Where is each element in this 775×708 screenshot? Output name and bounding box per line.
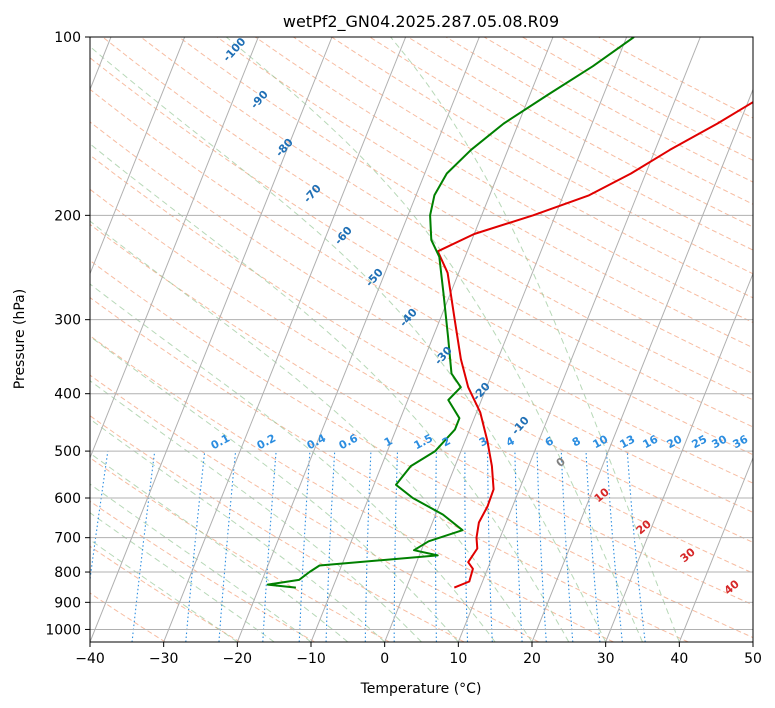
isotherm-line	[531, 88, 753, 642]
x-tick-label: 50	[744, 651, 762, 667]
mixing-ratio-label: 16	[641, 432, 661, 451]
mixing-ratio-line	[626, 451, 646, 642]
y-axis-ticks: 100 200 300 400 500 600 700 800 900 1000	[45, 30, 90, 638]
y-tick-label: 500	[54, 444, 81, 460]
mixing-ratio-line	[218, 451, 237, 642]
mixing-ratio-label: 20	[665, 432, 685, 451]
moist-adiabat-line	[90, 45, 607, 642]
isotherm-line	[384, 37, 628, 642]
mixing-ratio-line	[185, 451, 206, 642]
x-axis-title: Temperature (°C)	[360, 681, 482, 697]
isotherm-line	[163, 37, 407, 642]
x-tick-label: 0	[380, 651, 389, 667]
y-tick-label: 400	[54, 387, 81, 403]
x-tick-label: −20	[223, 651, 253, 667]
x-tick-label: −30	[149, 651, 179, 667]
isotherm-line	[310, 37, 554, 642]
profile-series	[266, 37, 753, 589]
isotherm-line	[605, 272, 753, 642]
chart-title: wetPf2_GN04.2025.287.05.08.R09	[283, 12, 559, 32]
dry-adiabat-line	[178, 37, 753, 375]
dry-adiabat-line	[90, 121, 753, 513]
x-tick-label: 40	[670, 651, 688, 667]
dry-adiabat-line	[293, 37, 753, 299]
dry-adiabat-line	[90, 259, 753, 639]
dry-adiabat-line	[90, 374, 540, 642]
dry-adiabat-line	[90, 415, 465, 642]
y-tick-label: 600	[54, 491, 81, 507]
dry-adiabat-line	[90, 223, 753, 606]
moist-adiabat-line	[90, 335, 459, 642]
moist-adiabat-line	[390, 37, 680, 642]
isotherm-line	[457, 37, 701, 642]
mixing-ratio-line	[585, 451, 601, 642]
x-tick-label: 20	[523, 651, 541, 667]
dry-adiabat-line	[90, 88, 753, 484]
x-tick-label: −10	[296, 651, 326, 667]
moist-adiabat-line	[90, 539, 238, 642]
y-axis-title: Pressure (hPa)	[12, 289, 28, 389]
mixing-ratio-label: 30	[710, 432, 730, 451]
x-axis-ticks: −40 −30 −20 −10 0 10 20 30 40 50	[75, 642, 762, 667]
dry-adiabat-line	[216, 37, 753, 349]
isotherm-line	[236, 37, 480, 642]
y-tick-label: 1000	[45, 622, 81, 638]
moist-adiabat-line	[90, 380, 422, 642]
mixing-ratio-line	[605, 451, 623, 642]
dry-adiabat-line	[90, 57, 753, 456]
isotherm-line	[678, 456, 753, 642]
background-lines	[90, 37, 753, 642]
y-tick-label: 100	[54, 30, 81, 46]
dry-adiabat-line	[90, 500, 315, 642]
isotherm-line	[90, 37, 333, 642]
dry-adiabat-line	[254, 37, 753, 324]
temperature-line	[436, 100, 753, 589]
x-tick-label: 10	[449, 651, 467, 667]
y-tick-label: 800	[54, 565, 81, 581]
dry-adiabat-line	[90, 296, 689, 642]
isotherm-line	[90, 37, 259, 460]
x-tick-label: 30	[597, 651, 615, 667]
y-tick-label: 900	[54, 595, 81, 611]
mixing-ratio-label: 25	[690, 433, 710, 452]
mixing-ratio-label: 36	[731, 432, 751, 451]
plot-background	[90, 37, 753, 642]
isotherm-line	[90, 37, 186, 276]
dry-adiabat-line	[90, 335, 614, 642]
mixing-ratio-label: 13	[618, 433, 638, 452]
y-tick-label: 200	[54, 208, 81, 224]
x-tick-label: −40	[75, 651, 105, 667]
dry-adiabat-line	[90, 545, 241, 642]
moist-adiabat-line	[225, 37, 643, 642]
grid-lines	[90, 37, 753, 642]
y-tick-label: 700	[54, 531, 81, 547]
moist-adiabat-line	[90, 452, 349, 642]
mixing-ratio-label: 10	[591, 432, 611, 451]
moist-adiabat-line	[90, 143, 570, 642]
moist-adiabat-line	[90, 483, 312, 642]
y-tick-label: 300	[54, 313, 81, 329]
moist-adiabat-line	[90, 512, 275, 642]
moist-adiabat-line	[90, 418, 386, 642]
dry-adiabat-line	[90, 154, 753, 543]
plot-frame	[89, 36, 754, 643]
mixing-ratio-line	[90, 451, 109, 584]
dry-adiabat-line	[90, 457, 390, 642]
dewpoint-line	[266, 37, 635, 589]
